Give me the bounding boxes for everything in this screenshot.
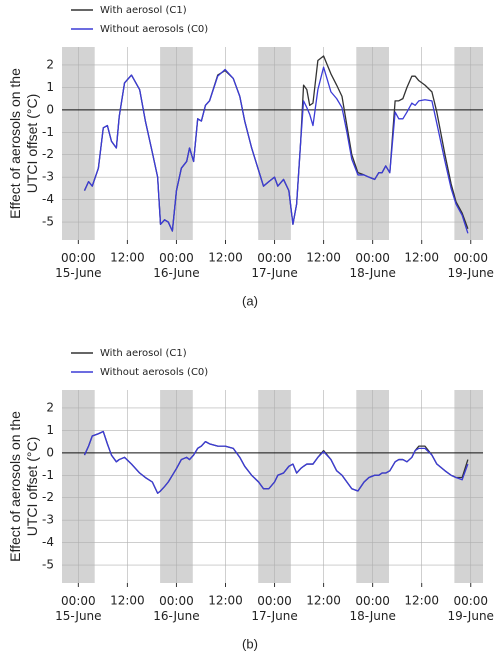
panel-label: (b) [242,636,258,651]
x-tick-label: 00:00 19-June [448,251,494,280]
y-axis-label: Effect of aerosols on theUTCI offset (°C… [7,68,40,219]
x-tick-label: 12:00 [208,594,243,608]
legend-label: With aerosol (C1) [100,348,187,359]
x-tick-label: 12:00 [306,594,341,608]
legend-label: With aerosol (C1) [100,5,187,16]
x-tick-label: 00:00 16-June [153,594,199,623]
x-tick-label: 12:00 [110,251,145,265]
x-tick-label: 12:00 [404,594,439,608]
subplot: 2 1 0 -1 -2 -3 -4 -5 00:00 15-June 12:00 00:00 16-Ju… [7,348,494,651]
y-tick-label: -5 [42,558,54,572]
legend-label: Without aerosols (C0) [100,367,208,378]
x-tick-label: 00:00 17-June [251,594,297,623]
y-tick-label: -3 [42,170,54,184]
y-tick-label: -5 [42,215,54,229]
x-tick-label: 00:00 15-June [55,594,101,623]
y-tick-label: -3 [42,513,54,527]
y-tick-label: 0 [46,445,54,459]
night-band [454,47,483,240]
x-tick-label: 00:00 16-June [153,251,199,280]
y-tick-label: -2 [42,490,54,504]
x-tick-label: 12:00 [306,251,341,265]
y-tick-label: -4 [42,192,54,206]
y-tick-label: 1 [46,80,54,94]
x-tick-label: 00:00 18-June [349,251,395,280]
x-tick-label: 00:00 17-June [251,251,297,280]
panel-label: (a) [242,293,258,308]
y-tick-label: -1 [42,468,54,482]
y-tick-label: -2 [42,147,54,161]
x-tick-label: 12:00 [110,594,145,608]
x-tick-label: 12:00 [404,251,439,265]
series-line [83,430,469,494]
x-tick-label: 00:00 19-June [448,594,494,623]
x-tick-label: 00:00 15-June [55,251,101,280]
x-tick-label: 00:00 18-June [349,594,395,623]
series-line [83,66,469,234]
y-axis-label: Effect of aerosols on theUTCI offset (°C… [7,411,40,562]
y-tick-label: -1 [42,125,54,139]
subplot: 2 1 0 -1 -2 -3 -4 -5 00:00 15-June 12:00 00:00 16-Ju… [7,5,494,308]
night-band [454,390,483,583]
x-tick-label: 12:00 [208,251,243,265]
y-tick-label: 0 [46,102,54,116]
legend-label: Without aerosols (C0) [100,24,208,35]
y-tick-label: 1 [46,423,54,437]
y-tick-label: 2 [46,400,54,414]
y-tick-label: 2 [46,57,54,71]
y-tick-label: -4 [42,535,54,549]
